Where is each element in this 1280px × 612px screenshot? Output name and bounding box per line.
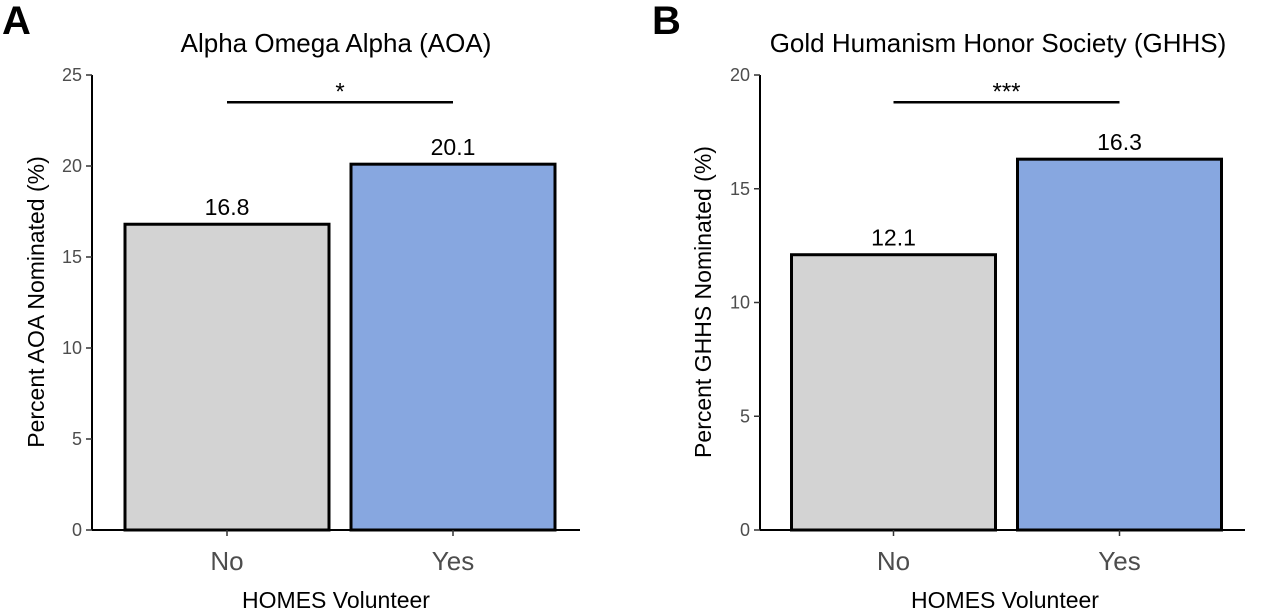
x-tick-label: Yes <box>432 546 474 576</box>
panel-a: A Alpha Omega Alpha (AOA) 0 5 10 15 20 25 16.8… <box>2 0 580 612</box>
bar-value-label: 20.1 <box>431 134 476 160</box>
panel-letter: B <box>652 0 681 43</box>
y-tick-label: 20 <box>62 156 82 176</box>
plot-area: 0 5 10 15 20 12.1 No 16.3 Yes *** <box>730 65 1245 576</box>
bar-no <box>790 253 997 532</box>
x-tick-label: Yes <box>1098 546 1140 576</box>
chart-title: Gold Humanism Honor Society (GHHS) <box>770 28 1227 58</box>
bar-value-label: 16.8 <box>205 194 250 220</box>
bar-value-label: 12.1 <box>871 225 916 251</box>
bar-yes <box>349 162 557 532</box>
y-tick-label: 10 <box>730 293 750 313</box>
bar-value-label: 16.3 <box>1097 129 1142 155</box>
y-axis-label: Percent GHHS Nominated (%) <box>690 146 716 458</box>
y-axis-label: Percent AOA Nominated (%) <box>23 156 49 447</box>
x-axis-label: HOMES Volunteer <box>242 587 430 612</box>
panel-b: B Gold Humanism Honor Society (GHHS) 0 5 1… <box>652 0 1245 612</box>
significance-label: * <box>335 78 344 105</box>
y-tick-label: 20 <box>730 65 750 85</box>
y-tick-label: 25 <box>62 65 82 85</box>
significance-label: *** <box>992 78 1020 105</box>
y-tick-label: 0 <box>740 520 750 540</box>
y-tick-label: 10 <box>62 338 82 358</box>
x-axis-label: HOMES Volunteer <box>911 587 1099 612</box>
plot-area: 0 5 10 15 20 25 16.8 No 20.1 Yes * <box>62 65 580 576</box>
bar-yes <box>1016 157 1223 532</box>
y-tick-label: 5 <box>72 429 82 449</box>
y-tick-label: 5 <box>740 406 750 426</box>
bar-no <box>123 222 331 532</box>
x-tick-label: No <box>210 546 243 576</box>
y-tick-label: 0 <box>72 520 82 540</box>
x-tick-label: No <box>877 546 910 576</box>
chart-title: Alpha Omega Alpha (AOA) <box>181 28 492 58</box>
y-tick-label: 15 <box>730 179 750 199</box>
y-tick-label: 15 <box>62 247 82 267</box>
panel-letter: A <box>2 0 31 43</box>
